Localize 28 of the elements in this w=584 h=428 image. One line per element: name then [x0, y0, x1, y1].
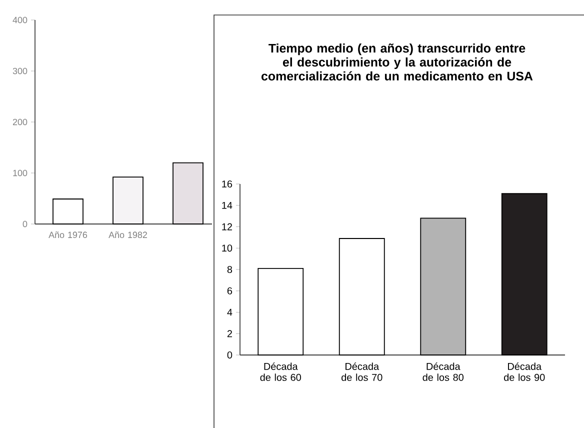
- y-tick-label: 400: [12, 16, 28, 24]
- y-tick-label: 300: [12, 68, 28, 74]
- y-tick-label: 16: [222, 180, 232, 188]
- bar: [258, 268, 304, 356]
- y-tick-label: 200: [12, 118, 28, 126]
- bar: [52, 198, 84, 224]
- y-tick-label: 12: [222, 223, 232, 230]
- x-tick-label: Año 1982: [108, 232, 147, 238]
- y-tick-label: 4: [227, 308, 232, 316]
- bar: [501, 193, 548, 356]
- bar: [112, 176, 144, 224]
- bar: [338, 238, 385, 356]
- y-tick-label: 14: [222, 202, 232, 209]
- y-tick-label: 6: [227, 287, 232, 294]
- x-tick-label: Década de los 70: [342, 362, 382, 381]
- bar: [172, 162, 204, 224]
- x-tick-label: Década de los 90: [504, 362, 545, 381]
- y-tick-label: 0: [227, 351, 232, 359]
- bar: [420, 218, 466, 356]
- x-tick-label: Década de los 80: [422, 362, 464, 381]
- x-tick-label: Década de los 60: [260, 362, 302, 381]
- x-tick-label: Año 1976: [48, 232, 88, 238]
- y-tick-label: 8: [227, 266, 232, 274]
- y-tick-label: 0: [22, 220, 28, 228]
- y-tick-label: 100: [13, 170, 28, 176]
- y-tick-label: 2: [227, 330, 232, 338]
- y-tick-label: 10: [222, 244, 232, 252]
- chart-title: Tiempo medio (en años) transcurrido entre el descubrimiento y la autorización de comercialización de un medicamento en USA: [262, 43, 533, 81]
